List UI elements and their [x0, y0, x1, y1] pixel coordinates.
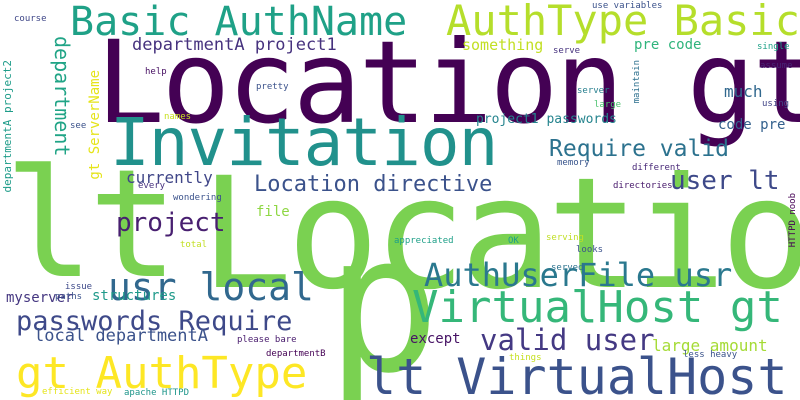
word-serving: serving [546, 233, 584, 243]
word-passwords-require: passwords Require [16, 306, 293, 337]
word-every: every [138, 181, 166, 191]
word-gt-authtype: gt AuthType [16, 348, 308, 399]
word-lt-virtualhost: lt VirtualHost [366, 348, 788, 400]
word-valid-user: valid user [480, 323, 655, 357]
word-require-valid: Require valid [549, 136, 730, 162]
word-large: large [594, 100, 622, 110]
word-please-bare: please bare [237, 335, 297, 345]
word-paths: paths [55, 292, 83, 302]
word-help: help [145, 67, 167, 77]
word-pre-code: pre code [634, 37, 702, 53]
word-authtype-basic: AuthType Basic [446, 0, 800, 45]
word-usr-local: usr local [108, 265, 314, 309]
word-structures: structures [92, 288, 177, 304]
word-use-variables: use variables [592, 1, 663, 11]
word-location: Location [200, 145, 800, 324]
word-serve: serve [553, 46, 581, 56]
word-myserver: myserver [6, 290, 74, 306]
word-large-amount: large amount [652, 336, 768, 355]
word-file: file [256, 204, 290, 220]
word-appreciated: appreciated [394, 236, 454, 246]
word-see: see [70, 121, 87, 131]
word-authuserfile-usr: AuthUserFile usr [424, 256, 733, 294]
word-names: names [164, 112, 192, 122]
word-served: served [551, 263, 584, 273]
word-assume: assume [760, 61, 793, 71]
word-wondering: wondering [173, 193, 222, 203]
word-project1-passwords: project1 passwords [476, 112, 617, 127]
word-issue: issue [65, 282, 93, 292]
word-virtualhost-gt: VirtualHost gt [412, 282, 783, 333]
word-apache-httpd: apache HTTPD [124, 388, 190, 398]
word-location-gt: Location gt [96, 16, 800, 149]
word-departmenta-project2: departmentA project2 [1, 60, 14, 193]
word-invitation: Invitation [110, 104, 498, 181]
word-total: total [180, 240, 208, 250]
word-code-pre: code pre [718, 117, 786, 133]
word-server: server [577, 86, 610, 96]
word-directories: directories [613, 181, 673, 191]
word-departmentb: departmentB [266, 349, 326, 359]
word-ok: OK [508, 236, 519, 246]
word-p: p [326, 194, 441, 400]
word-efficient-way: efficient way [42, 387, 113, 397]
word-currently: currently [126, 168, 213, 187]
word-much: much [724, 82, 763, 101]
word-different: different [632, 163, 681, 173]
word-less-heavy: less heavy [683, 350, 738, 360]
word-except: except [410, 331, 461, 347]
word-looks: looks [576, 245, 604, 255]
word-maintain: maintain [632, 60, 642, 104]
word-lt: lt [4, 138, 179, 312]
word-basic-authname: Basic AuthName [70, 0, 408, 45]
word-memory: memory [557, 158, 590, 168]
word-department: department [50, 36, 74, 157]
word-gt-servername: gt ServerName [87, 70, 103, 180]
word-httpd-noob: HTTPD noob [788, 193, 798, 248]
word-things: things [509, 353, 542, 363]
word-using: using [762, 99, 790, 109]
word-something: something [462, 36, 544, 54]
word-pretty: pretty [256, 82, 289, 92]
word-user-lt: user lt [670, 166, 780, 196]
word-departmenta-project1: departmentA project1 [132, 35, 337, 55]
word-local-departmenta: local departmentA [34, 326, 208, 346]
word-course: course [14, 14, 47, 24]
word-project: project [116, 208, 226, 238]
word-location-directive: Location directive [254, 172, 493, 197]
word-single: single [757, 42, 790, 52]
